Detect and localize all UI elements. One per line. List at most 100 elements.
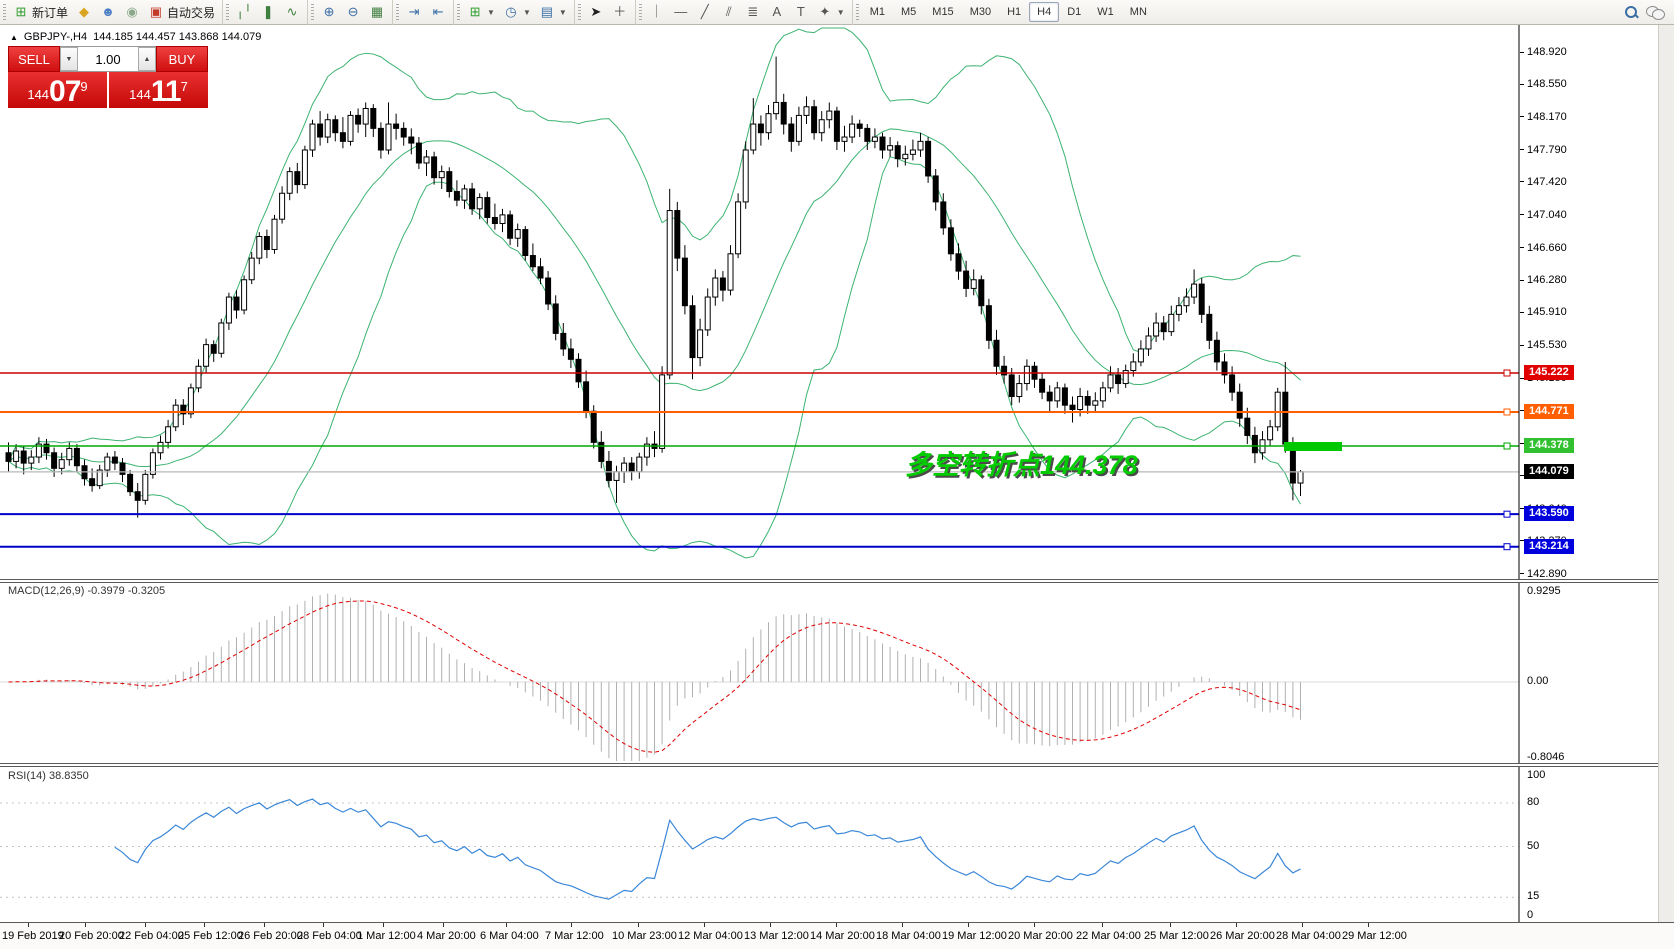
tile-windows-button[interactable]: ▦ (365, 2, 389, 23)
time-tick (638, 923, 639, 927)
sell-button[interactable]: SELL (8, 46, 60, 72)
chevron-down-icon: ▼ (522, 7, 531, 17)
chart-window-button[interactable]: ◆ (72, 2, 96, 23)
new-order-icon: ⊞ (15, 4, 27, 19)
buy-price-handle: 144 (129, 87, 151, 102)
volume-increase-button[interactable]: ▲ (138, 47, 156, 71)
zoom-out-button[interactable]: ⊖ (341, 2, 365, 23)
time-label: 19 Feb 2019 (2, 930, 64, 942)
time-tick (836, 923, 837, 927)
template-button[interactable]: ▤ ▼ (535, 2, 571, 23)
time-label: 14 Mar 20:00 (810, 930, 875, 942)
time-label: 19 Mar 12:00 (942, 930, 1007, 942)
rsi-pane-separator[interactable] (0, 763, 1658, 767)
time-tick (443, 923, 444, 927)
bar-chart-button[interactable]: ╷╵ (232, 2, 256, 23)
time-label: 29 Mar 12:00 (1342, 930, 1407, 942)
hline-button[interactable]: — (669, 2, 693, 23)
time-label: 7 Mar 12:00 (545, 930, 604, 942)
trendline-button[interactable]: ╱ (693, 2, 717, 23)
macd-scale-max: 0.9295 (1527, 585, 1561, 597)
label-button[interactable]: T (789, 2, 813, 23)
price-axis[interactable]: 148.920 148.550 148.170 147.790 147.420 147.0… (1520, 25, 1658, 922)
collapse-panel-icon[interactable]: ▲ (10, 32, 18, 42)
timeframe-mn-button[interactable]: MN (1129, 6, 1147, 18)
buy-price-button[interactable]: 144 11 7 (109, 72, 208, 108)
timeframe-m30-button[interactable]: M30 (969, 6, 992, 18)
time-tick (264, 923, 265, 927)
time-tick (968, 923, 969, 927)
timeframe-w1-button[interactable]: W1 (1097, 6, 1114, 18)
pivot-annotation-text[interactable]: 多空转折点144.378 (905, 450, 1138, 480)
time-label: 20 Mar 20:00 (1008, 930, 1073, 942)
line-chart-button[interactable]: ∿ (280, 2, 304, 23)
time-axis[interactable]: 19 Feb 2019 20 Feb 20:00 22 Feb 04:00 25 Fe… (0, 922, 1674, 949)
auto-trading-button[interactable]: ▣ 自动交易 (144, 2, 219, 23)
price-line-badge: 143.214 (1524, 538, 1574, 554)
volume-input[interactable]: 1.00 (95, 51, 121, 67)
chart-shift-button[interactable]: ⇤ (426, 2, 450, 23)
time-tick (571, 923, 572, 927)
cursor-button[interactable]: ➤ (584, 2, 608, 23)
price-line-badge: 144.771 (1524, 404, 1574, 419)
macd-scale-min: -0.8046 (1527, 751, 1565, 763)
rsi-level-50: 50 (1527, 839, 1540, 852)
candlestick-button[interactable]: ❚ (256, 2, 280, 23)
timeframe-m1-button[interactable]: M1 (869, 6, 885, 18)
price-line-badge: 143.590 (1524, 506, 1574, 522)
auto-scroll-button[interactable]: ⇥ (402, 2, 426, 23)
symbol-info-bar: ▲ GBPJPY-,H4 144.185 144.457 143.868 144… (10, 31, 261, 43)
line-chart-icon: ∿ (286, 4, 298, 19)
periods-button[interactable]: ◷ ▼ (499, 2, 535, 23)
toolbar-button-label: 新订单 (32, 5, 69, 20)
new-order-button[interactable]: ⊞ 新订单 (9, 2, 72, 23)
cursor-icon: ➤ (590, 4, 602, 19)
timeframe-h4-button[interactable]: H4 (1029, 2, 1060, 22)
timeframe-d1-button[interactable]: D1 (1067, 6, 1082, 18)
zoom-in-button[interactable]: ⊕ (317, 2, 341, 23)
price-tick: 148.550 (1520, 78, 1567, 90)
time-label: 26 Feb 20:00 (238, 930, 303, 942)
vline-button[interactable]: ｜ (645, 2, 669, 23)
crosshair-button[interactable]: ＋ (608, 2, 632, 23)
candlestick-series (5, 56, 1304, 518)
horizontal-lines[interactable] (0, 369, 1519, 551)
symbol-name: GBPJPY-,H4 (23, 31, 88, 43)
price-tick: 147.790 (1520, 144, 1567, 156)
auto-scroll-icon: ⇥ (408, 4, 420, 19)
auto-trading-icon: ▣ (149, 4, 163, 19)
buy-button[interactable]: BUY (156, 46, 208, 72)
tile-windows-icon: ▦ (370, 4, 384, 19)
pivot-highlight-bar[interactable] (1284, 442, 1342, 452)
signal-button[interactable]: ◉ (120, 2, 144, 23)
indicators-button[interactable]: ⊞ ▼ (463, 2, 499, 23)
timeframe-m15-button[interactable]: M15 (932, 6, 954, 18)
fibo-button[interactable]: ≣ (741, 2, 765, 23)
shapes-button[interactable]: ✦ ▼ (813, 2, 849, 23)
chat-icon[interactable] (1646, 5, 1665, 20)
time-label: 18 Mar 04:00 (876, 930, 941, 942)
chart-area[interactable]: ▲ GBPJPY-,H4 144.185 144.457 143.868 144… (0, 25, 1674, 922)
periods-icon: ◷ (505, 4, 517, 19)
macd-pane-separator[interactable] (0, 579, 1658, 583)
price-tick: 148.170 (1520, 111, 1567, 123)
sell-price-pip: 9 (80, 79, 88, 94)
zoom-in-icon: ⊕ (323, 4, 335, 19)
volume-decrease-button[interactable]: ▼ (60, 47, 78, 71)
timeframe-m5-button[interactable]: M5 (901, 6, 917, 18)
channel-button[interactable]: ⫽ (717, 2, 741, 23)
toolbar-right-icons (1624, 5, 1674, 20)
price-tick: 145.910 (1520, 306, 1567, 318)
price-chart-canvas[interactable] (0, 25, 1520, 922)
search-icon[interactable] (1624, 5, 1638, 19)
main-toolbar: ⊞ 新订单 ◆ ☻ ◉ ▣ 自动交易 ╷╵ ❚ ∿ ⊕ ⊖ ▦ ⇥ ⇤ ⊞ ▼ ◷ ▼ ▤ ▼ ➤ ＋｜ — ╱ ⫽ ≣ A T ✦ ▼ M1… (0, 0, 1674, 25)
timeframe-h1-button[interactable]: H1 (1007, 6, 1022, 18)
sell-price-button[interactable]: 144 07 9 (8, 72, 107, 108)
price-tick: 147.040 (1520, 209, 1567, 221)
time-tick (1236, 923, 1237, 927)
profile-icon: ☻ (101, 4, 115, 19)
profile-button[interactable]: ☻ (96, 2, 120, 23)
text-button[interactable]: A (765, 2, 789, 23)
time-label: 12 Mar 04:00 (678, 930, 743, 942)
sell-price-big: 07 (49, 75, 81, 108)
